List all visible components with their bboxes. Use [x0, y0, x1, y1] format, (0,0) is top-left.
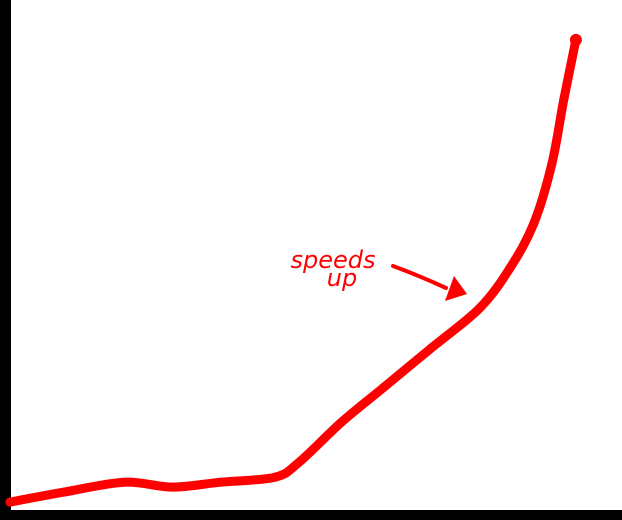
- annotation-arrow-head: [445, 276, 467, 301]
- data-point: [378, 383, 388, 393]
- data-point: [475, 303, 485, 313]
- data-point: [119, 477, 129, 487]
- data-point: [569, 33, 582, 46]
- data-point: [336, 418, 346, 427]
- annotation-text-line-1: speeds: [290, 246, 375, 274]
- data-point: [547, 159, 557, 169]
- data-point: [426, 343, 436, 353]
- data-point: [59, 487, 69, 497]
- data-point: [270, 472, 280, 482]
- data-point: [294, 457, 304, 467]
- series-line-1: [5, 35, 581, 507]
- annotation-arrow-shaft: [391, 264, 448, 290]
- data-point: [216, 477, 226, 487]
- data-point: [505, 264, 515, 273]
- annotation-text-line-2: up: [327, 264, 357, 292]
- series-layer: [5, 33, 582, 507]
- data-point: [529, 219, 539, 229]
- data-point: [559, 95, 569, 104]
- annotation: speeds up: [290, 246, 467, 301]
- data-point: [168, 482, 177, 492]
- data-point: [5, 497, 15, 507]
